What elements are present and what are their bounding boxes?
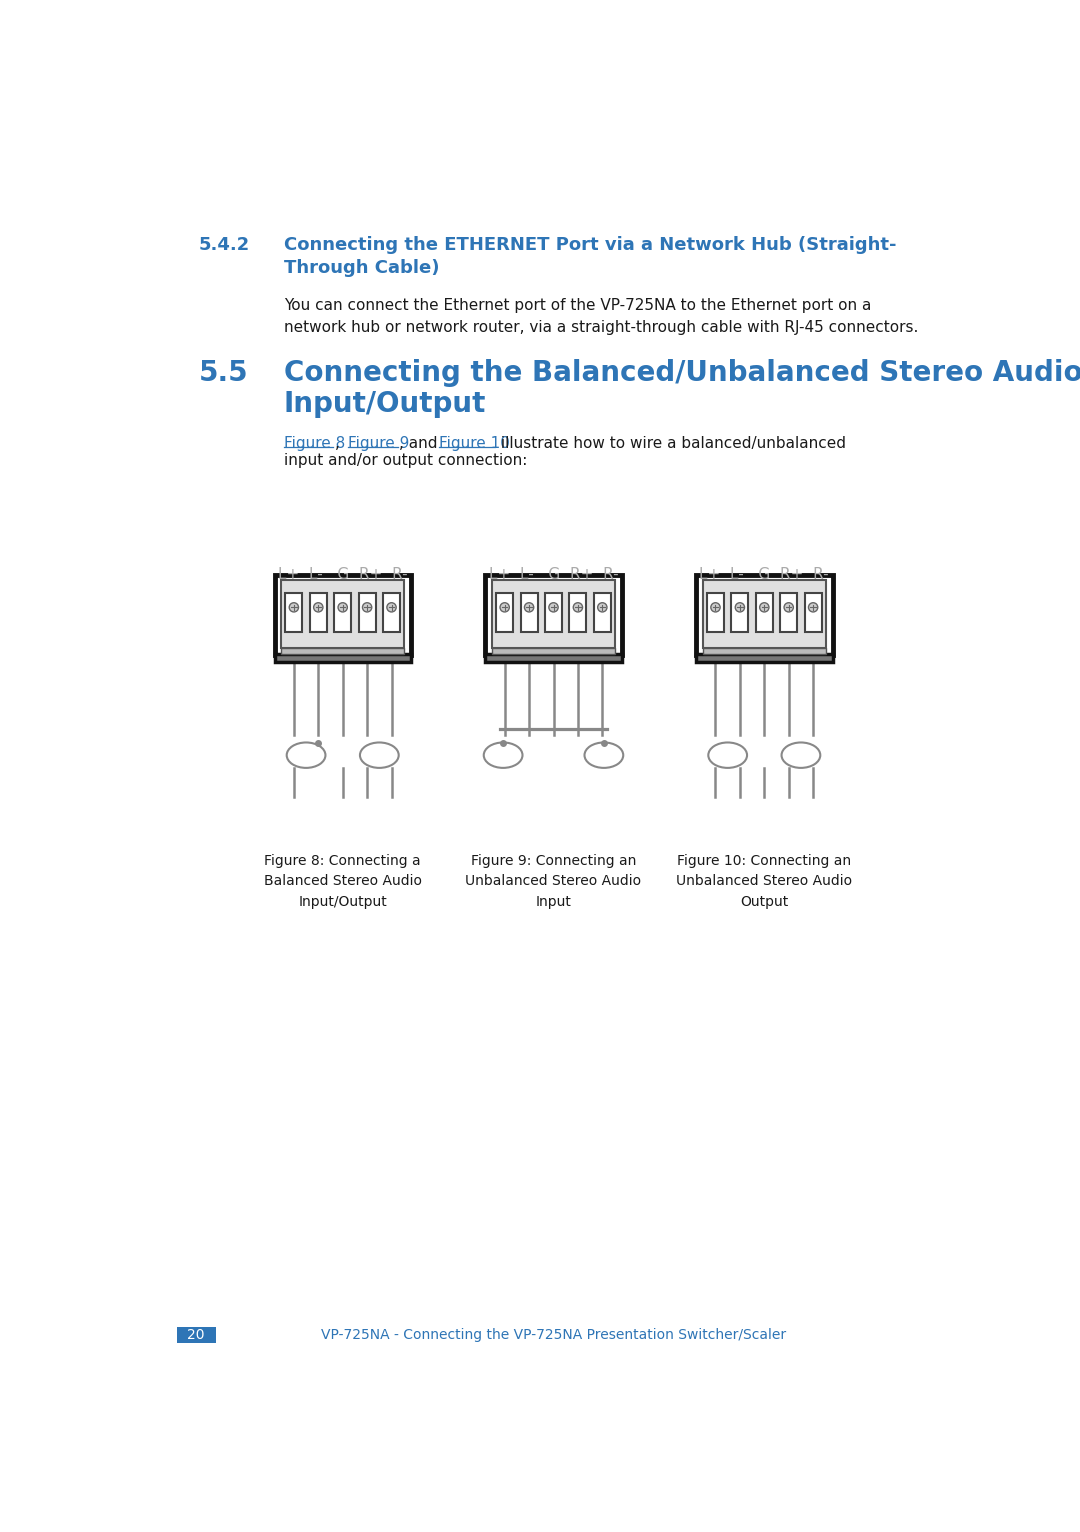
Bar <box>485 574 622 656</box>
Circle shape <box>711 602 720 611</box>
Circle shape <box>759 602 769 611</box>
Bar <box>359 593 376 633</box>
Text: Figure 10: Connecting an
Unbalanced Stereo Audio
Output: Figure 10: Connecting an Unbalanced Ster… <box>676 853 852 908</box>
Text: Figure 9: Connecting an
Unbalanced Stereo Audio
Input: Figure 9: Connecting an Unbalanced Stere… <box>465 853 642 908</box>
Circle shape <box>313 602 323 611</box>
Bar <box>177 1327 216 1344</box>
Bar <box>703 648 825 654</box>
Text: 5.5: 5.5 <box>199 360 248 388</box>
Bar <box>282 581 404 648</box>
Bar <box>521 593 538 633</box>
Circle shape <box>549 602 558 611</box>
Text: Input/Output: Input/Output <box>284 391 486 418</box>
Text: network hub or network router, via a straight-through cable with RJ-45 connector: network hub or network router, via a str… <box>284 320 918 336</box>
Text: illustrate how to wire a balanced/unbalanced: illustrate how to wire a balanced/unbala… <box>496 437 846 452</box>
Circle shape <box>525 602 534 611</box>
Bar <box>334 593 351 633</box>
Bar <box>805 593 822 633</box>
Text: Figure 9: Figure 9 <box>348 437 409 452</box>
Text: input and/or output connection:: input and/or output connection: <box>284 453 527 469</box>
Bar <box>545 593 562 633</box>
Text: You can connect the Ethernet port of the VP-725NA to the Ethernet port on a: You can connect the Ethernet port of the… <box>284 297 872 313</box>
Text: L+  L-   G  R+  R-: L+ L- G R+ R- <box>278 567 407 582</box>
Circle shape <box>597 602 607 611</box>
Bar <box>492 581 615 648</box>
Bar <box>594 593 611 633</box>
Circle shape <box>735 602 744 611</box>
Circle shape <box>387 602 396 611</box>
Bar <box>707 593 724 633</box>
Bar <box>697 574 833 656</box>
Bar <box>492 648 615 654</box>
Text: 5.4.2: 5.4.2 <box>199 236 249 254</box>
Bar <box>285 593 302 633</box>
Ellipse shape <box>708 743 747 768</box>
Circle shape <box>363 602 372 611</box>
Bar <box>496 593 513 633</box>
Ellipse shape <box>286 743 325 768</box>
Bar <box>310 593 327 633</box>
Text: L+  L-   G  R+  R-: L+ L- G R+ R- <box>488 567 619 582</box>
Bar <box>756 593 773 633</box>
Circle shape <box>289 602 298 611</box>
Bar <box>780 593 797 633</box>
Bar <box>703 581 825 648</box>
Bar <box>282 648 404 654</box>
Bar <box>731 593 748 633</box>
Ellipse shape <box>782 743 821 768</box>
Ellipse shape <box>484 743 523 768</box>
Circle shape <box>573 602 582 611</box>
Bar <box>697 654 833 662</box>
Text: 20: 20 <box>188 1328 205 1342</box>
Text: Figure 8: Connecting a
Balanced Stereo Audio
Input/Output: Figure 8: Connecting a Balanced Stereo A… <box>264 853 421 908</box>
Text: , and: , and <box>400 437 443 452</box>
Bar <box>383 593 400 633</box>
Ellipse shape <box>360 743 399 768</box>
Circle shape <box>500 602 510 611</box>
Text: L+  L-   G  R+  R-: L+ L- G R+ R- <box>700 567 829 582</box>
Text: VP-725NA - Connecting the VP-725NA Presentation Switcher/Scaler: VP-725NA - Connecting the VP-725NA Prese… <box>321 1328 786 1342</box>
Text: Connecting the Balanced/Unbalanced Stereo Audio: Connecting the Balanced/Unbalanced Stere… <box>284 360 1080 388</box>
Ellipse shape <box>584 743 623 768</box>
Text: Connecting the ETHERNET Port via a Network Hub (Straight-: Connecting the ETHERNET Port via a Netwo… <box>284 236 896 254</box>
Bar <box>485 654 622 662</box>
Bar <box>274 654 410 662</box>
Text: Figure 8: Figure 8 <box>284 437 345 452</box>
Text: Through Cable): Through Cable) <box>284 259 440 277</box>
Circle shape <box>338 602 348 611</box>
Bar <box>569 593 586 633</box>
Circle shape <box>809 602 818 611</box>
Text: ,: , <box>335 437 345 452</box>
Text: Figure 10: Figure 10 <box>438 437 510 452</box>
Bar <box>274 574 410 656</box>
Circle shape <box>784 602 794 611</box>
